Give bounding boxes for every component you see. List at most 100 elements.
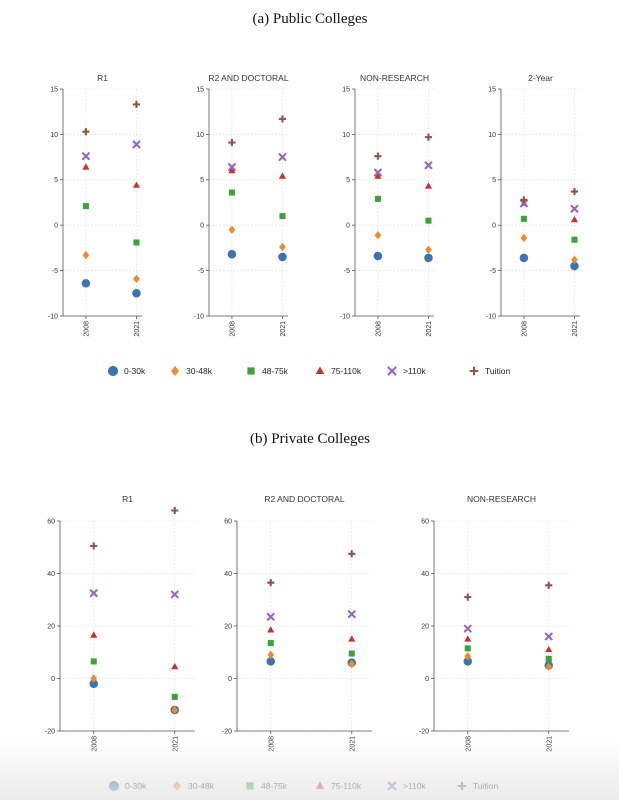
y-tick-label: -20 bbox=[419, 728, 429, 735]
point-0-30k-2008 bbox=[81, 278, 91, 288]
legend-label: 30-48k bbox=[186, 366, 213, 376]
y-tick-label: -20 bbox=[45, 728, 55, 735]
y-tick-label: 0 bbox=[346, 223, 350, 230]
y-tick-label: 0 bbox=[51, 676, 55, 683]
y-tick-label: 20 bbox=[224, 623, 232, 630]
y-tick-label: -10 bbox=[486, 313, 496, 320]
point-30-48k-2021 bbox=[545, 662, 553, 671]
legend-item-75-110k: 75-110k bbox=[315, 781, 362, 791]
legend-label: >110k bbox=[403, 781, 427, 791]
legend-marker-30-48k bbox=[173, 781, 181, 791]
legend-label: 48-75k bbox=[261, 781, 288, 791]
point-75-110k-2008 bbox=[82, 163, 90, 170]
y-tick-label: 60 bbox=[224, 518, 232, 525]
x-tick-label: 2021 bbox=[349, 736, 356, 752]
point-0-30k-2021 bbox=[132, 288, 141, 298]
legend-label: Tuition bbox=[485, 366, 510, 376]
point-75-110k-2021 bbox=[570, 215, 579, 223]
point-tuition-2021 bbox=[278, 115, 287, 123]
point-110k-2021 bbox=[544, 632, 553, 641]
x-tick-label: 2021 bbox=[546, 736, 553, 752]
y-tick-label: 40 bbox=[47, 571, 55, 578]
x-tick-label: 2021 bbox=[172, 736, 179, 752]
point-30-48k-2008 bbox=[267, 650, 275, 660]
point-tuition-2008 bbox=[520, 196, 528, 204]
point-48-75k-2021 bbox=[279, 213, 286, 220]
point-tuition-2021 bbox=[570, 188, 579, 196]
y-tick-label: -10 bbox=[48, 313, 58, 320]
point-30-48k-2021 bbox=[171, 705, 179, 715]
point-75-110k-2008 bbox=[464, 635, 472, 642]
point-110k-2008 bbox=[81, 152, 90, 161]
legend-item-110k: >110k bbox=[387, 781, 427, 791]
public-colleges-legend: 0-30k 30-48k 48-75k 75-110k >110k Tuition bbox=[107, 365, 510, 377]
y-tick-label: 15 bbox=[342, 86, 350, 93]
panel-non-research: NON-RESEARCH -10 -5 0 5 10 15 2008 2021 bbox=[340, 73, 434, 337]
y-tick-label: 60 bbox=[421, 518, 429, 525]
point-0-30k-2021 bbox=[424, 253, 433, 263]
point-110k-2008 bbox=[227, 163, 236, 172]
point-30-48k-2008 bbox=[228, 225, 236, 234]
point-30-48k-2021 bbox=[348, 659, 356, 669]
point-tuition-2008 bbox=[267, 579, 275, 587]
section-title-private: (b) Private Colleges bbox=[250, 431, 370, 447]
point-tuition-2008 bbox=[228, 139, 236, 147]
public-colleges-chart: R1 -10 -5 0 5 10 15 2008 2021 R2 AND DOCTORAL -10 -… bbox=[48, 73, 580, 337]
y-tick-label: 10 bbox=[50, 132, 58, 139]
point-75-110k-2021 bbox=[348, 635, 356, 642]
legend-item-110k: >110k bbox=[387, 366, 427, 376]
y-tick-label: 60 bbox=[47, 518, 55, 525]
legend-marker-tuition bbox=[469, 366, 479, 376]
y-tick-label: 20 bbox=[47, 623, 55, 630]
y-tick-label: 0 bbox=[228, 676, 232, 683]
legend-item-30-48k: 30-48k bbox=[173, 781, 215, 791]
legend-item-0-30k: 0-30k bbox=[108, 780, 147, 792]
y-tick-label: 5 bbox=[492, 177, 496, 184]
point-110k-2021 bbox=[570, 204, 579, 213]
point-30-48k-2021 bbox=[425, 245, 432, 254]
panel-title: NON-RESEARCH bbox=[467, 494, 536, 504]
point-48-75k-2008 bbox=[90, 658, 97, 665]
legend-marker-110k bbox=[387, 366, 397, 376]
private-colleges-chart: R1 -20 0 20 40 60 2008 2021 R2 AND DOCTORAL -20 0 2… bbox=[45, 494, 569, 752]
point-tuition-2008 bbox=[374, 152, 382, 160]
x-tick-label: 2021 bbox=[426, 321, 433, 337]
panel-2-year: 2-Year -10 -5 0 5 10 15 2008 2021 bbox=[486, 73, 580, 337]
y-tick-label: 0 bbox=[54, 223, 58, 230]
point-0-30k-2008 bbox=[227, 249, 237, 259]
y-tick-label: -5 bbox=[52, 268, 58, 275]
legend-label: 75-110k bbox=[331, 366, 362, 376]
point-30-48k-2008 bbox=[82, 250, 90, 260]
point-48-75k-2008 bbox=[520, 215, 527, 222]
y-tick-label: 40 bbox=[224, 571, 232, 578]
legend-label: 30-48k bbox=[188, 781, 215, 791]
point-48-75k-2021 bbox=[545, 655, 552, 662]
y-tick-label: 10 bbox=[488, 132, 496, 139]
y-tick-label: -5 bbox=[344, 268, 350, 275]
point-110k-2008 bbox=[89, 589, 98, 598]
point-75-110k-2021 bbox=[545, 645, 553, 653]
legend-item-30-48k: 30-48k bbox=[171, 366, 213, 376]
point-48-75k-2008 bbox=[374, 195, 381, 202]
point-48-75k-2021 bbox=[171, 693, 178, 700]
panel-title: NON-RESEARCH bbox=[360, 73, 429, 83]
point-75-110k-2008 bbox=[228, 166, 236, 174]
legend-item-tuition: Tuition bbox=[457, 781, 498, 791]
point-75-110k-2008 bbox=[90, 631, 98, 638]
point-tuition-2008 bbox=[90, 542, 98, 550]
point-48-75k-2008 bbox=[464, 645, 471, 652]
panel-r2-and-doctoral: R2 AND DOCTORAL -10 -5 0 5 10 15 2008 2021 bbox=[194, 73, 289, 337]
panel-r1: R1 -20 0 20 40 60 2008 2021 bbox=[45, 494, 195, 752]
section-title-public: (a) Public Colleges bbox=[253, 11, 368, 27]
legend-item-tuition: Tuition bbox=[469, 366, 510, 376]
point-110k-2021 bbox=[278, 153, 287, 162]
point-48-75k-2021 bbox=[425, 217, 432, 224]
y-tick-label: 15 bbox=[196, 86, 204, 93]
legend-label: Tuition bbox=[473, 781, 498, 791]
legend-marker-48-75k bbox=[247, 367, 255, 375]
point-110k-2021 bbox=[170, 590, 179, 599]
legend-marker-75-110k bbox=[315, 781, 325, 789]
point-110k-2008 bbox=[463, 624, 472, 633]
point-tuition-2021 bbox=[171, 506, 179, 515]
